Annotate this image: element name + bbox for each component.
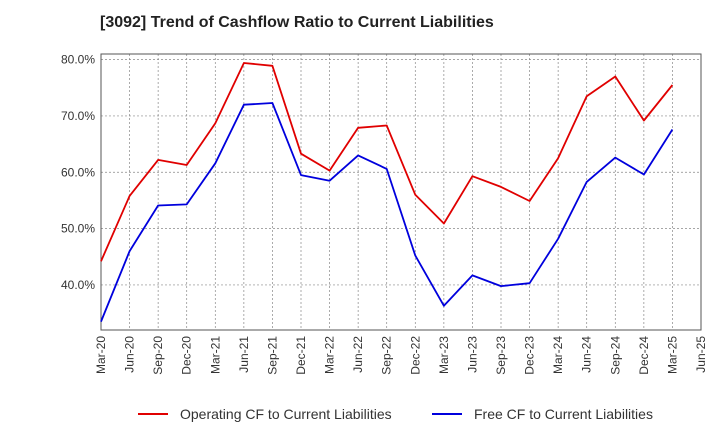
legend-label-2: Free CF to Current Liabilities <box>474 406 653 422</box>
x-tick-label: Dec-22 <box>408 336 422 375</box>
x-tick-label: Mar-20 <box>94 336 108 374</box>
series-line-2 <box>100 102 674 322</box>
x-tick-label: Mar-23 <box>437 336 451 374</box>
y-tick-label: 70.0% <box>61 109 95 123</box>
y-tick-label: 40.0% <box>61 278 95 292</box>
x-tick-label: Dec-20 <box>180 336 194 375</box>
x-tick-label: Jun-23 <box>465 336 479 373</box>
x-tick-label: Jun-24 <box>580 336 594 373</box>
x-tick-label: Mar-24 <box>551 336 565 374</box>
chart-title: [3092] Trend of Cashflow Ratio to Curren… <box>100 14 494 31</box>
y-tick-label: 60.0% <box>61 165 95 179</box>
y-tick-label: 80.0% <box>61 53 95 67</box>
x-tick-label: Mar-21 <box>208 336 222 374</box>
legend-label-1: Operating CF to Current Liabilities <box>180 406 392 422</box>
series-line-1 <box>100 62 674 262</box>
x-tick-label: Sep-20 <box>151 336 165 375</box>
x-tick-label: Jun-25 <box>694 336 708 373</box>
y-tick-label: 50.0% <box>61 222 95 236</box>
x-tick-label: Jun-21 <box>237 336 251 373</box>
x-tick-label: Mar-22 <box>323 336 337 374</box>
x-tick-label: Jun-22 <box>351 336 365 373</box>
x-tick-label: Sep-24 <box>608 336 622 375</box>
plot-frame <box>100 53 702 331</box>
x-tick-label: Dec-24 <box>637 336 651 375</box>
x-tick-label: Sep-22 <box>380 336 394 375</box>
x-tick-label: Sep-21 <box>265 336 279 375</box>
x-tick-label: Jun-20 <box>123 336 137 373</box>
x-tick-label: Dec-21 <box>294 336 308 375</box>
x-tick-label: Sep-23 <box>494 336 508 375</box>
x-tick-label: Mar-25 <box>665 336 679 374</box>
x-tick-label: Dec-23 <box>523 336 537 375</box>
